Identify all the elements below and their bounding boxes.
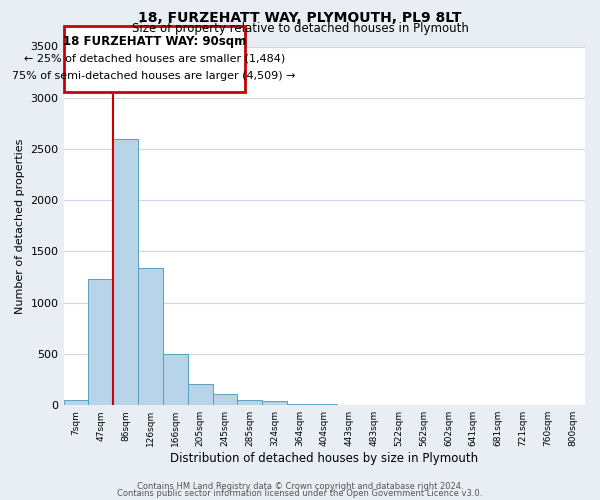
Bar bbox=[212, 394, 238, 405]
Bar bbox=[262, 401, 287, 405]
Bar bbox=[238, 400, 262, 405]
Text: Size of property relative to detached houses in Plymouth: Size of property relative to detached ho… bbox=[131, 22, 469, 35]
Bar bbox=[337, 404, 362, 405]
Bar bbox=[362, 404, 386, 405]
Text: 75% of semi-detached houses are larger (4,509) →: 75% of semi-detached houses are larger (… bbox=[13, 71, 296, 81]
Text: Contains public sector information licensed under the Open Government Licence v3: Contains public sector information licen… bbox=[118, 489, 482, 498]
Text: 18 FURZEHATT WAY: 90sqm: 18 FURZEHATT WAY: 90sqm bbox=[62, 35, 246, 48]
Bar bbox=[188, 384, 212, 405]
Y-axis label: Number of detached properties: Number of detached properties bbox=[15, 138, 25, 314]
Bar bbox=[312, 404, 337, 405]
Bar bbox=[64, 400, 88, 405]
FancyBboxPatch shape bbox=[64, 26, 245, 92]
X-axis label: Distribution of detached houses by size in Plymouth: Distribution of detached houses by size … bbox=[170, 452, 478, 465]
Bar bbox=[113, 138, 138, 405]
Text: Contains HM Land Registry data © Crown copyright and database right 2024.: Contains HM Land Registry data © Crown c… bbox=[137, 482, 463, 491]
Text: ← 25% of detached houses are smaller (1,484): ← 25% of detached houses are smaller (1,… bbox=[23, 54, 285, 64]
Bar bbox=[138, 268, 163, 405]
Text: 18, FURZEHATT WAY, PLYMOUTH, PL9 8LT: 18, FURZEHATT WAY, PLYMOUTH, PL9 8LT bbox=[138, 12, 462, 26]
Bar bbox=[163, 354, 188, 405]
Bar bbox=[287, 404, 312, 405]
Bar bbox=[88, 279, 113, 405]
